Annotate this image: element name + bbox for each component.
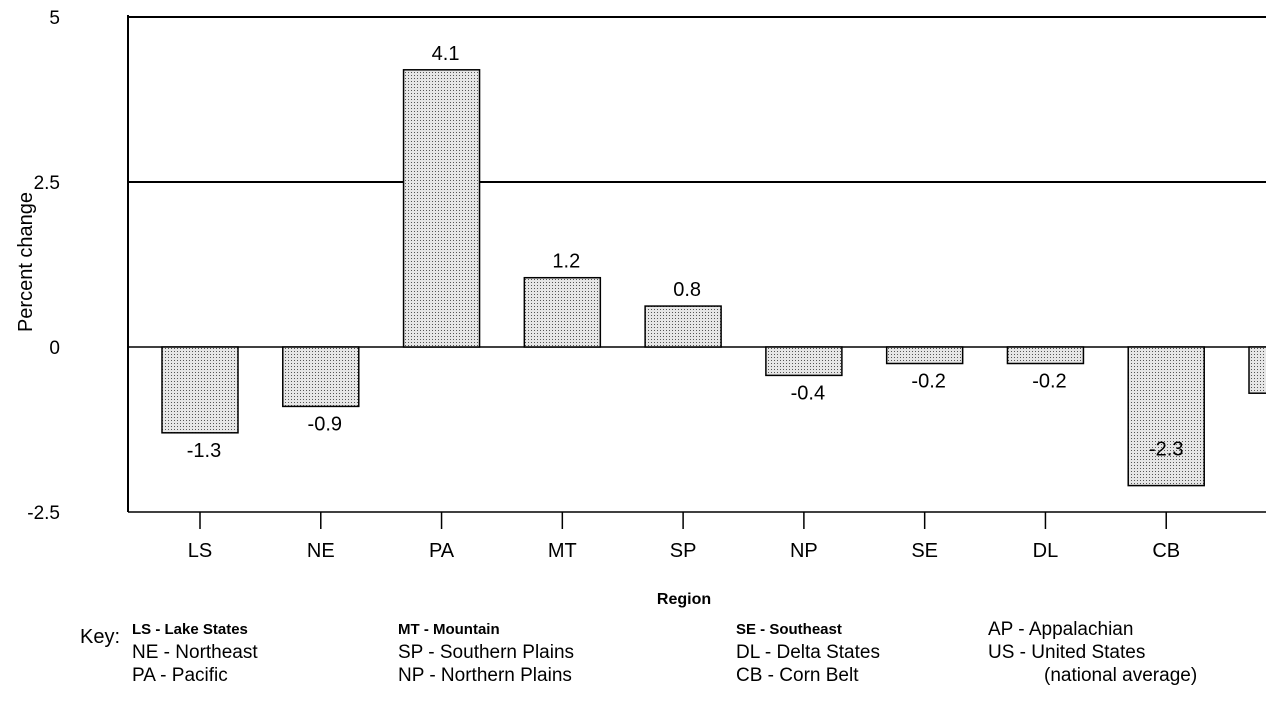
data-label: -0.4 (791, 382, 825, 404)
bar-chart: 5 2.5 0 -2.5 LS -1.3 NE -0.9 PA 4.1 MT 1.2 SP 0.8 NP -0… (15, 8, 1266, 608)
x-tick-label: LS (188, 540, 212, 562)
x-tick-label: SP (670, 540, 697, 562)
y-tick-label: 2.5 (34, 173, 60, 194)
key-column: MT - Mountain SP - Southern Plains NP - No… (398, 618, 574, 687)
data-label: 1.2 (552, 251, 580, 273)
data-label: 4.1 (432, 43, 460, 65)
x-tick-label: DL (1033, 540, 1059, 562)
key-title: Key: (80, 626, 121, 648)
x-tick-label: MT (548, 540, 577, 562)
data-label: 0.8 (673, 279, 701, 301)
key-entry: US - United States (988, 642, 1146, 663)
key-column: AP - Appalachian US - United States (natio… (988, 618, 1197, 687)
x-tick-label: NE (307, 540, 335, 562)
key-entry: PA - Pacific (132, 665, 228, 686)
key-entry: CB - Corn Belt (736, 665, 859, 686)
bar-ap (1248, 346, 1266, 394)
data-label: -2.3 (1149, 439, 1183, 461)
key-entry: SP - Southern Plains (398, 642, 575, 663)
key-entry: AP - Appalachian (988, 619, 1134, 640)
bar-se (885, 346, 964, 365)
key-entry: (national average) (1044, 665, 1198, 686)
bar-ne (282, 346, 360, 408)
key-entry: NP - Northern Plains (398, 665, 572, 686)
x-tick-label: PA (429, 540, 455, 562)
y-tick-label: 5 (49, 8, 60, 29)
bar-dl (1006, 346, 1085, 365)
key-entry: MT - Mountain (398, 621, 500, 638)
key-entry: NE - Northeast (132, 642, 258, 663)
key-entry: LS - Lake States (132, 621, 248, 638)
key-entry: DL - Delta States (736, 642, 880, 663)
key-column: SE - Southeast DL - Delta States CB - Corn… (736, 618, 880, 687)
bar-np (765, 346, 843, 377)
data-label: -1.3 (187, 440, 221, 462)
bar-mt (523, 276, 602, 348)
x-tick-label: NP (790, 540, 818, 562)
bar-pa (402, 69, 481, 348)
y-axis-title: Percent change (15, 192, 37, 332)
y-tick-label: -2.5 (27, 503, 60, 524)
data-label: -0.2 (1032, 371, 1066, 393)
x-tick-label: CB (1152, 540, 1180, 562)
bar-sp (644, 305, 722, 348)
x-axis-title: Region (657, 591, 711, 608)
data-label: -0.9 (308, 413, 342, 435)
data-label: -0.2 (911, 371, 945, 393)
chart-key: Key: LS - Lake States NE - Northeast PA - … (80, 618, 1260, 713)
bar-ls (161, 346, 239, 434)
y-tick-label: 0 (49, 338, 60, 359)
key-column: LS - Lake States NE - Northeast PA - Pacif… (132, 618, 258, 687)
key-entry: SE - Southeast (736, 621, 842, 638)
bar-cb (1127, 346, 1205, 487)
x-tick-label: SE (911, 540, 938, 562)
